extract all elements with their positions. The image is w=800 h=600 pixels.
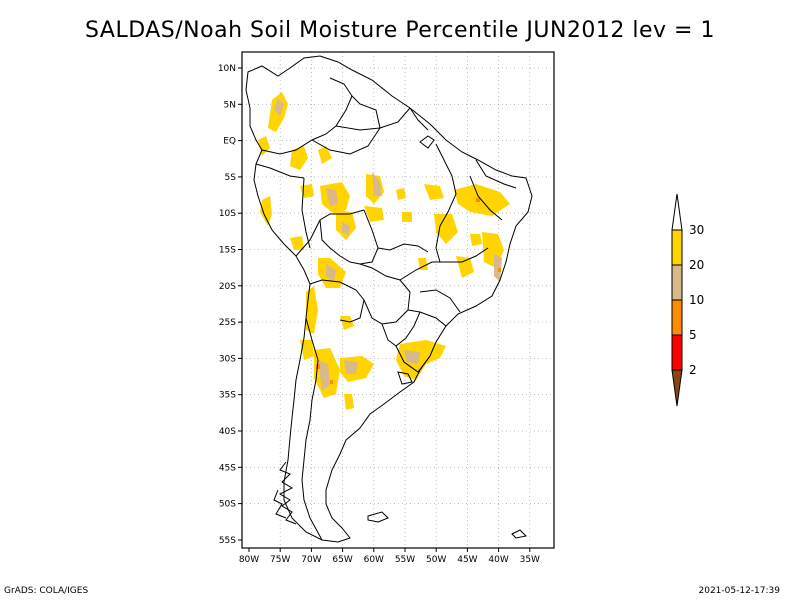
lat-label: 35S (219, 391, 236, 401)
footer-timestamp: 2021-05-12-17:39 (698, 586, 781, 596)
legend-swatch-10 (671, 299, 683, 336)
longitude-labels: 80W 75W 70W 65W 60W 55W 50W 45W 40W 35W (239, 555, 540, 565)
lat-label: 15S (219, 246, 236, 256)
continent-and-country-outlines (245, 55, 533, 543)
lat-label: 40S (219, 427, 236, 437)
lat-label: 45S (219, 463, 236, 473)
lat-label: 25S (219, 318, 236, 328)
legend-swatch-30 (671, 229, 683, 266)
lat-label: EQ (223, 137, 236, 147)
lon-label: 75W (270, 555, 290, 565)
lon-label: 60W (364, 555, 384, 565)
lon-label: 50W (426, 555, 446, 565)
legend-label: 5 (689, 328, 697, 342)
lat-label: 20S (219, 282, 236, 292)
legend-bottom-arrow (671, 369, 683, 407)
legend-top-arrow (671, 193, 683, 231)
legend-label: 20 (689, 258, 704, 272)
lat-label: 10N (218, 64, 236, 74)
lat-label: 5S (225, 173, 237, 183)
legend-labels: 30 20 10 5 2 (689, 223, 704, 377)
footer-credit: GrADS: COLA/IGES (4, 586, 89, 596)
lon-label: 65W (332, 555, 352, 565)
lat-label: 10S (219, 209, 236, 219)
lon-label: 70W (301, 555, 321, 565)
legend-label: 2 (689, 363, 697, 377)
lon-label: 40W (488, 555, 508, 565)
percentile-shading (258, 92, 510, 410)
legend-label: 30 (689, 223, 704, 237)
map-frame (241, 51, 555, 549)
lon-label: 55W (395, 555, 415, 565)
lat-label: 5N (224, 100, 236, 110)
lat-label: 30S (219, 354, 236, 364)
color-legend: 30 20 10 5 2 (671, 193, 704, 407)
legend-label: 10 (689, 293, 704, 307)
lat-label: 55S (219, 536, 236, 546)
lon-label: 45W (457, 555, 477, 565)
lon-label: 35W (520, 555, 540, 565)
map-title: SALDAS/Noah Soil Moisture Percentile JUN… (85, 18, 715, 43)
lat-label: 50S (219, 500, 236, 510)
legend-swatch-20 (671, 264, 683, 301)
latitude-labels: 10N 5N EQ 5S 10S 15S 20S 25S 30S 35S 40S 45S 50S 55S (218, 64, 236, 546)
lon-label: 80W (239, 555, 259, 565)
legend-swatch-5 (671, 334, 683, 371)
